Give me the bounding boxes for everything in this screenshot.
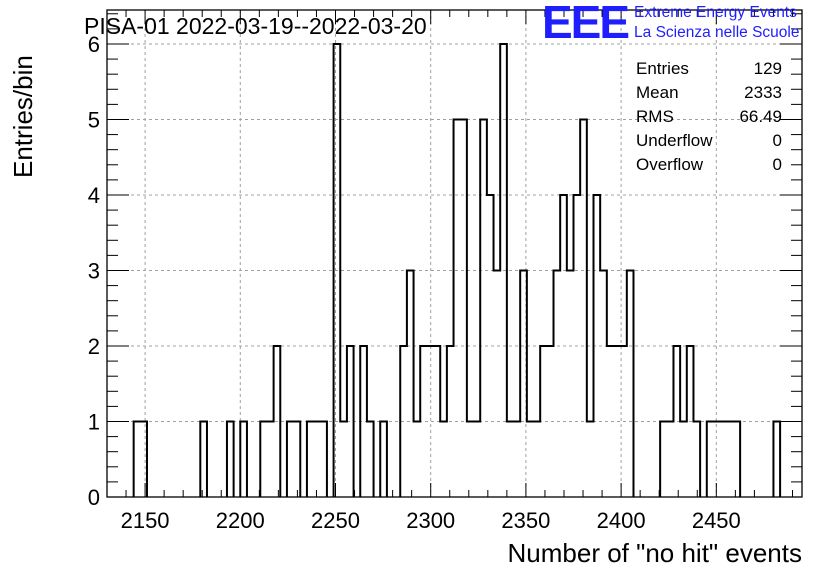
eee-logo-text: Extreme Energy Events La Scienza nelle S…	[634, 3, 799, 43]
histogram-bar	[514, 421, 521, 497]
x-tick-label: 2250	[311, 508, 360, 533]
x-tick-label: 2150	[121, 508, 170, 533]
axis-ticks	[106, 10, 802, 498]
y-tick-label: 5	[88, 107, 100, 132]
histogram-bar	[474, 421, 481, 497]
histogram-bar	[414, 421, 421, 497]
histogram-bar	[667, 421, 674, 497]
stats-value: 2333	[744, 83, 782, 102]
y-axis-label: Entries/bin	[8, 55, 38, 178]
y-tick-label: 1	[88, 409, 100, 434]
y-tick-label: 2	[88, 334, 100, 359]
x-tick-label: 2300	[406, 508, 455, 533]
histogram-bar	[720, 421, 727, 497]
x-tick-label: 2200	[216, 508, 265, 533]
histogram-bar	[467, 421, 474, 497]
y-tick-labels: 0 1 2 3 4 5 6	[88, 32, 100, 510]
histogram-bar	[567, 270, 574, 497]
stats-label: Underflow	[636, 131, 713, 150]
y-tick-label: 3	[88, 258, 100, 283]
y-tick-label: 4	[88, 183, 100, 208]
logo-line-1: Extreme Energy Events	[634, 4, 797, 21]
stats-value: 0	[772, 131, 782, 150]
stats-value: 0	[772, 155, 782, 174]
histogram-bar	[494, 270, 501, 497]
x-tick-label: 2450	[692, 508, 741, 533]
histogram-bar	[534, 421, 541, 497]
stats-row-mean: Mean 2333	[636, 81, 806, 105]
stats-value: 66.49	[739, 107, 782, 126]
histogram-bar	[587, 421, 594, 497]
stats-label: Overflow	[636, 155, 704, 174]
histogram-bar	[727, 421, 734, 497]
stats-row-entries: Entries 129	[636, 57, 806, 81]
x-tick-label: 2350	[501, 508, 550, 533]
stats-row-rms: RMS 66.49	[636, 105, 806, 129]
chart-title: PISA-01 2022-03-19--2022-03-20	[84, 13, 427, 39]
stats-row-underflow: Underflow 0	[636, 129, 806, 153]
stats-label: RMS	[636, 107, 674, 126]
logo-line-2: La Scienza nelle Scuole	[634, 24, 800, 41]
y-tick-label: 0	[88, 485, 100, 510]
grid-lines	[107, 10, 802, 497]
histogram-bar	[267, 421, 274, 497]
y-tick-label: 6	[88, 32, 100, 57]
histogram-bar	[314, 421, 321, 497]
histogram-bar	[680, 421, 687, 497]
stats-box: Entries 129 Mean 2333 RMS 66.49 Underflow 0 …	[636, 57, 806, 177]
x-axis-label: Number of "no hit" events	[508, 538, 803, 568]
eee-logo: EEE Extreme Energy Events La Scienza nel…	[542, 0, 800, 48]
stats-row-overflow: Overflow 0	[636, 153, 806, 177]
stats-label: Entries	[636, 59, 689, 78]
stats-label: Mean	[636, 83, 679, 102]
x-tick-labels: 2150 2200 2250 2300 2350 2400 2450	[121, 508, 741, 533]
histogram-bar	[507, 421, 514, 497]
stats-value: 129	[753, 59, 782, 78]
histogram-bar	[440, 421, 447, 497]
histogram-bar	[527, 421, 534, 497]
x-tick-label: 2400	[597, 508, 646, 533]
eee-logo-mark: EEE	[542, 0, 630, 48]
histogram-bar	[340, 421, 347, 497]
plot-frame	[106, 9, 803, 498]
histogram-outline	[132, 42, 782, 497]
